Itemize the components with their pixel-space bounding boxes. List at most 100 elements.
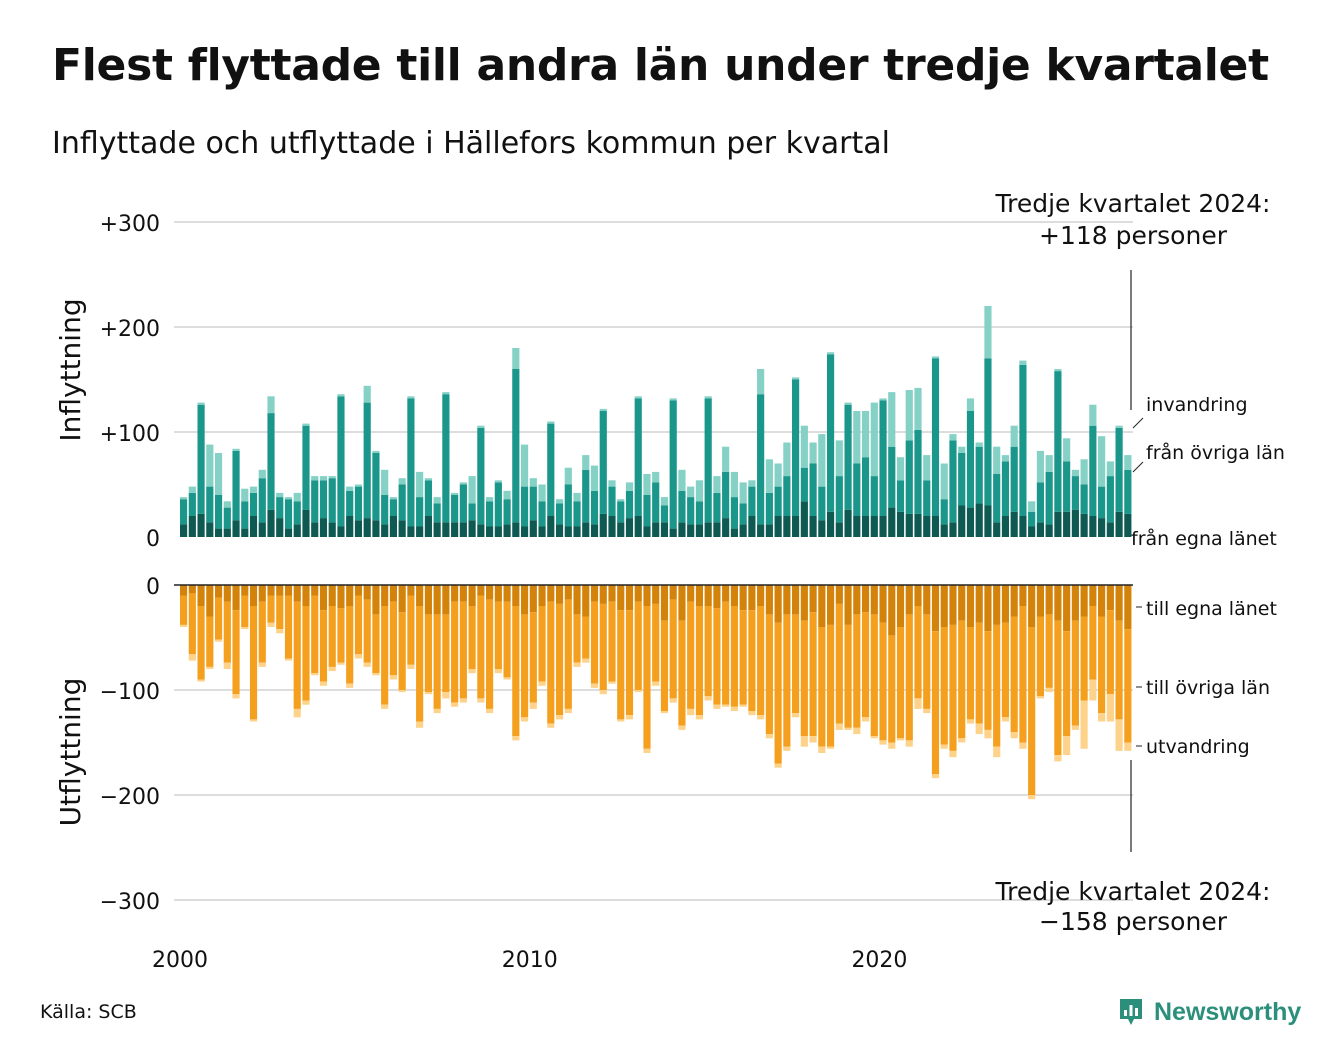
outflow-bar bbox=[372, 614, 380, 674]
inflow-bar bbox=[748, 516, 756, 537]
top-callout-title: Tredje kvartalet 2024: bbox=[995, 189, 1271, 218]
outflow-bar bbox=[722, 704, 730, 707]
outflow-bar bbox=[1115, 620, 1123, 720]
inflow-bar bbox=[1124, 455, 1132, 470]
series-label-leader bbox=[1132, 417, 1144, 429]
outflow-bar bbox=[748, 711, 756, 716]
inflow-bar bbox=[783, 476, 791, 516]
inflow-bar bbox=[372, 520, 380, 537]
outflow-bar bbox=[1010, 616, 1018, 732]
inflow-bar bbox=[267, 413, 275, 510]
inflow-bar bbox=[617, 499, 625, 502]
inflow-bar bbox=[564, 484, 572, 527]
inflow-bar bbox=[520, 526, 529, 537]
outflow-bar bbox=[582, 585, 590, 617]
outflow-bar bbox=[477, 595, 485, 699]
inflow-bar bbox=[993, 474, 1001, 523]
inflow-bar bbox=[180, 524, 188, 537]
outflow-bar bbox=[477, 585, 485, 596]
top-y-tick-label: +100 bbox=[100, 422, 160, 447]
outflow-bar bbox=[896, 585, 905, 627]
outflow-bar bbox=[206, 666, 214, 669]
outflow-bar bbox=[1036, 585, 1044, 617]
outflow-bar bbox=[433, 585, 441, 615]
outflow-bar bbox=[704, 606, 712, 697]
outflow-bar bbox=[494, 601, 502, 669]
outflow-bar bbox=[424, 614, 432, 693]
outflow-bar bbox=[809, 585, 817, 613]
outflow-bar bbox=[914, 606, 922, 699]
inflow-bar bbox=[861, 516, 870, 537]
inflow-bar bbox=[966, 398, 975, 411]
inflow-bar bbox=[975, 446, 983, 504]
outflow-bar bbox=[634, 585, 642, 602]
outflow-bar bbox=[949, 585, 957, 625]
outflow-bar bbox=[328, 666, 336, 672]
outflow-bar bbox=[442, 692, 450, 699]
inflow-bar bbox=[389, 516, 397, 537]
inflow-bar bbox=[363, 402, 371, 519]
inflow-bar bbox=[503, 499, 511, 525]
inflow-bar bbox=[1106, 522, 1114, 537]
outflow-bar bbox=[599, 585, 607, 604]
outflow-bar bbox=[486, 599, 494, 709]
outflow-bar bbox=[354, 654, 363, 659]
inflow-bar bbox=[818, 520, 826, 537]
bottom-y-axis-title: Utflyttning bbox=[54, 678, 87, 827]
outflow-bar bbox=[337, 662, 345, 665]
inflow-bar bbox=[433, 497, 441, 504]
inflow-bar bbox=[582, 455, 590, 470]
inflow-bar bbox=[739, 524, 747, 537]
outflow-bar bbox=[188, 654, 196, 661]
outflow-bar bbox=[416, 585, 424, 606]
inflow-bar bbox=[1019, 516, 1027, 537]
inflow-bar bbox=[284, 528, 293, 537]
outflow-bar bbox=[1106, 610, 1114, 695]
inflow-bar bbox=[1115, 511, 1123, 537]
x-tick-label: 2010 bbox=[502, 948, 558, 973]
inflow-bar bbox=[695, 480, 704, 502]
inflow-bar bbox=[713, 476, 721, 493]
outflow-bar bbox=[870, 614, 878, 737]
outflow-bar bbox=[328, 585, 336, 606]
outflow-bar bbox=[284, 658, 293, 661]
inflow-bar bbox=[197, 402, 205, 405]
series-label-leader bbox=[1132, 461, 1144, 473]
inflow-bar bbox=[809, 463, 817, 516]
outflow-bar bbox=[214, 639, 223, 642]
outflow-bar bbox=[1115, 719, 1123, 751]
inflow-bar bbox=[232, 450, 240, 521]
newsworthy-logo[interactable]: Newsworthy bbox=[1118, 993, 1301, 1031]
outflow-bar bbox=[223, 662, 231, 669]
outflow-bar bbox=[1054, 755, 1062, 762]
inflow-bar bbox=[608, 480, 616, 487]
inflow-bar bbox=[792, 516, 800, 537]
inflow-bar bbox=[993, 522, 1001, 537]
outflow-bar bbox=[800, 620, 808, 737]
outflow-bar bbox=[695, 715, 704, 720]
outflow-bar bbox=[276, 595, 284, 630]
inflow-bar bbox=[354, 484, 363, 487]
outflow-bar bbox=[206, 616, 214, 667]
inflow-bar bbox=[206, 486, 214, 523]
outflow-bar bbox=[433, 614, 441, 709]
outflow-bar bbox=[608, 601, 616, 682]
inflow-bar bbox=[966, 411, 975, 508]
outflow-bar bbox=[538, 606, 546, 682]
inflow-bar bbox=[1080, 513, 1088, 537]
inflow-bar bbox=[1115, 427, 1123, 512]
inflow-bar bbox=[940, 524, 948, 537]
inflow-bar bbox=[757, 369, 765, 395]
inflow-bar bbox=[389, 497, 397, 500]
outflow-bar bbox=[713, 704, 721, 709]
inflow-bar bbox=[442, 394, 450, 523]
inflow-bar bbox=[1054, 369, 1062, 372]
inflow-bar bbox=[625, 490, 634, 519]
outflow-bar bbox=[774, 585, 782, 623]
outflow-bar bbox=[984, 585, 992, 632]
outflow-bar bbox=[381, 585, 389, 606]
inflow-bar bbox=[188, 516, 196, 537]
inflow-bar bbox=[879, 400, 887, 516]
outflow-bar bbox=[223, 585, 231, 602]
outflow-bar bbox=[687, 601, 695, 709]
